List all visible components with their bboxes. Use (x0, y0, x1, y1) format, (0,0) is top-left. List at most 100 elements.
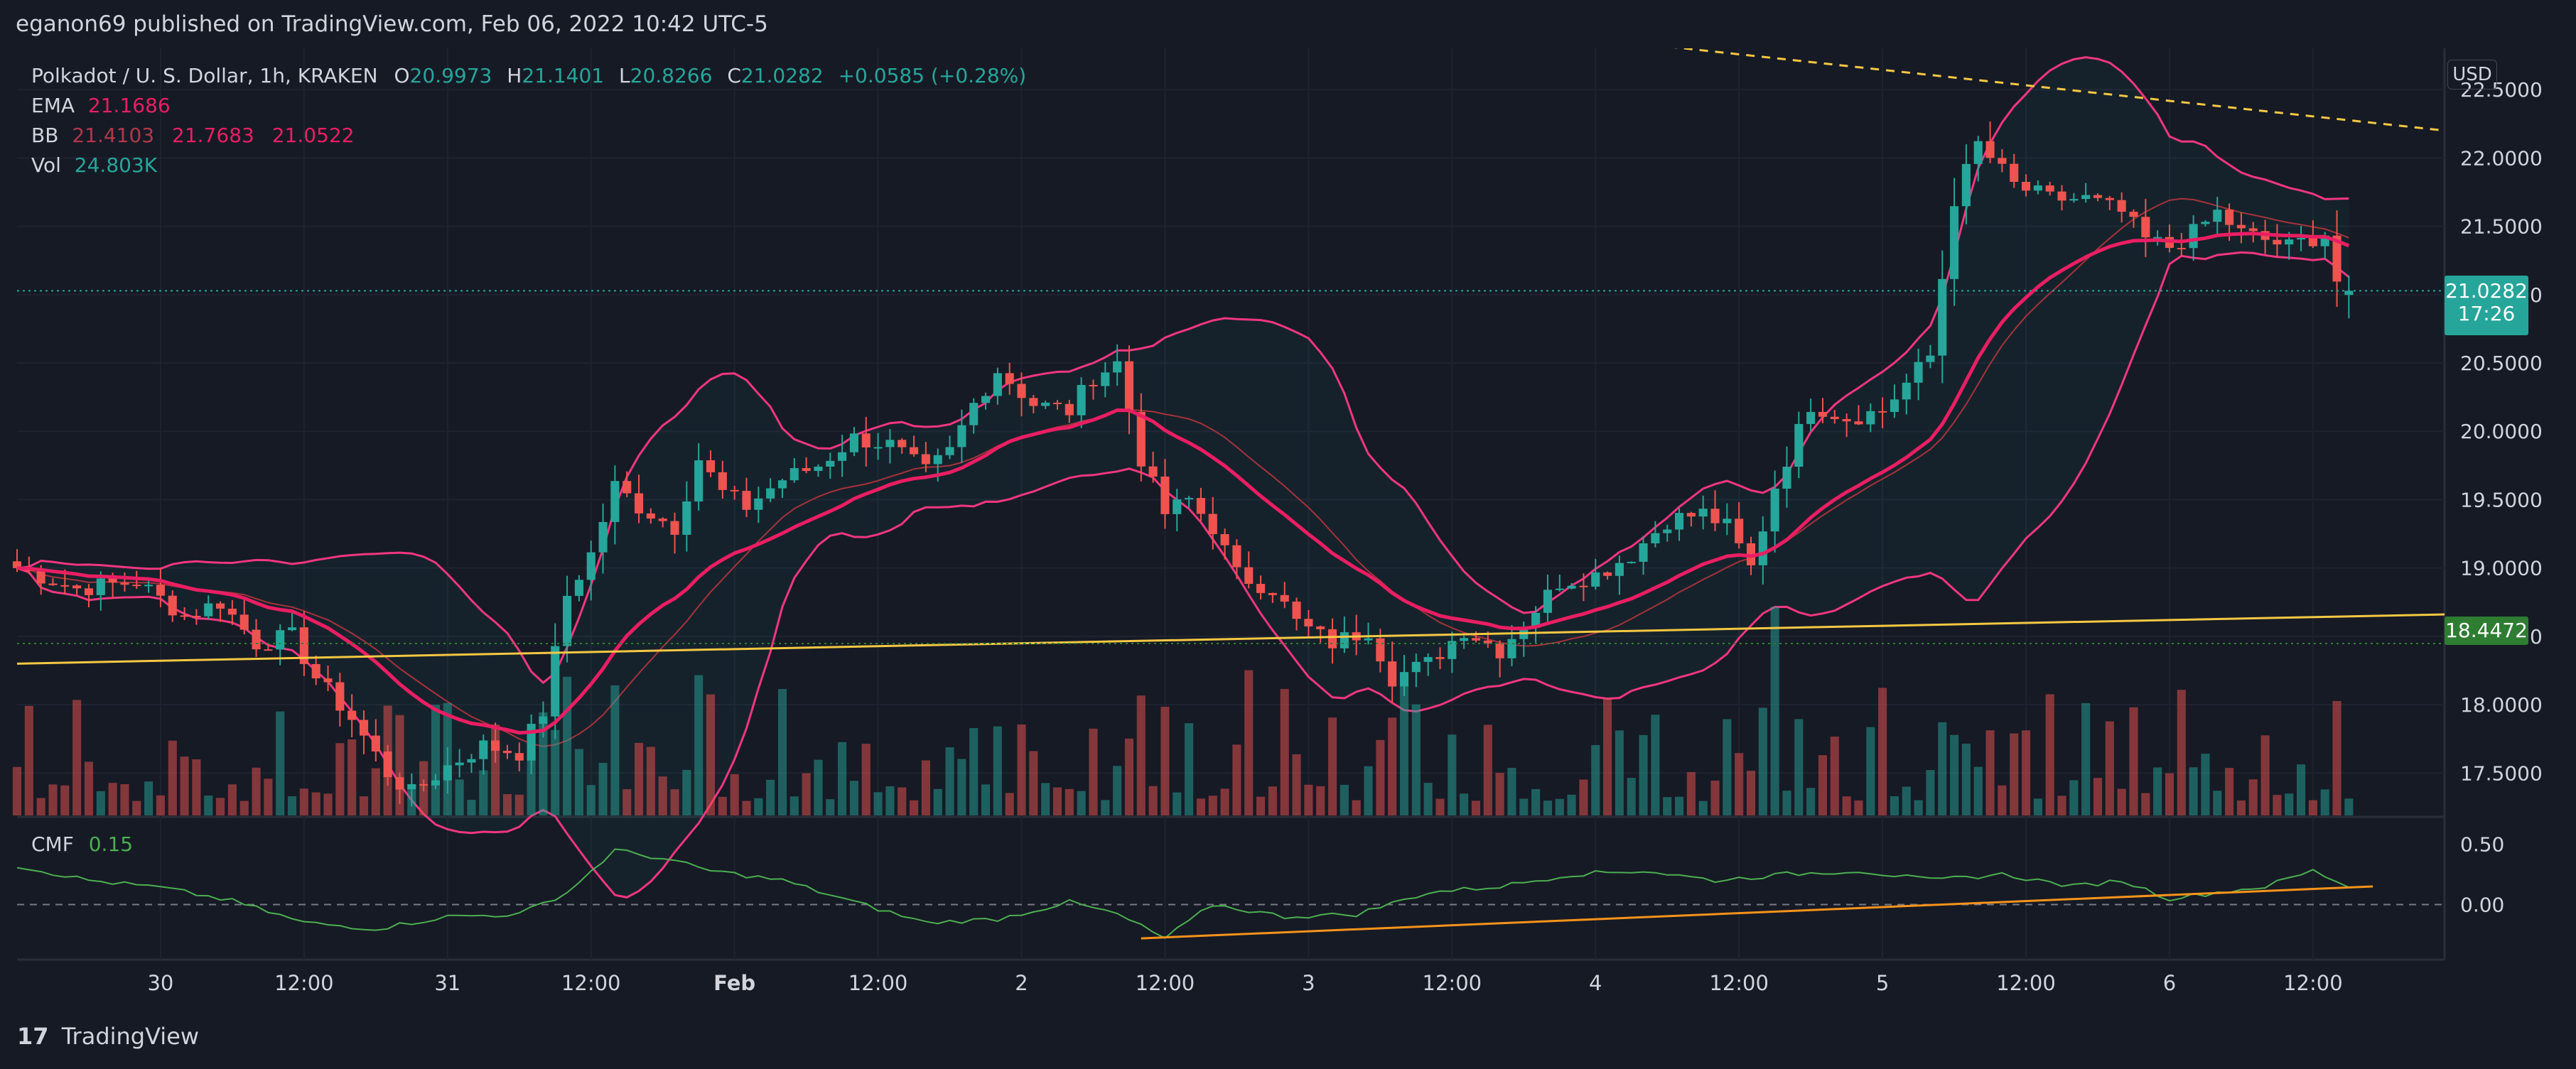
volume-bar (1101, 800, 1110, 815)
price-chart[interactable]: 22.500022.000021.500021.000020.500020.00… (0, 48, 2576, 1023)
candle-body (239, 614, 249, 630)
bollinger-basis-line (16, 197, 2349, 747)
candle-body (2129, 212, 2138, 217)
volume-bar (1961, 743, 1971, 815)
legend-symbol-row: Polkadot / U. S. Dollar, 1h, KRAKEN O20.… (31, 61, 1026, 91)
volume-bar (682, 769, 691, 815)
candle-body (945, 447, 954, 455)
volume-bar (1388, 717, 1397, 815)
bb-label: BB (31, 124, 59, 147)
candle-body (610, 481, 620, 522)
volume-bar (1985, 730, 1995, 815)
candle-body (2332, 235, 2341, 282)
volume-bar (574, 749, 583, 815)
volume-bar (1723, 719, 1732, 815)
cmf-legend[interactable]: CMF 0.15 (31, 832, 133, 856)
volume-bar (1340, 784, 1349, 815)
candle-body (60, 585, 70, 587)
candle-body (1674, 513, 1684, 530)
candle-body (1770, 488, 1779, 532)
candle-body (311, 663, 320, 679)
candle-body (1794, 423, 1804, 467)
legend-vol-row[interactable]: Vol 24.803K (31, 151, 1026, 180)
volume-bar (598, 763, 608, 815)
price-tick-label: 19.0000 (2460, 557, 2543, 580)
candle-body (2213, 210, 2222, 222)
candle-body (598, 521, 608, 553)
candle-body (1878, 411, 1887, 413)
candle-body (1603, 572, 1612, 576)
volume-bar (563, 676, 572, 815)
volume-bar (873, 792, 883, 815)
volume-bar (766, 779, 775, 815)
publish-info: eganon69 published on TradingView.com, F… (16, 11, 768, 37)
chart-legend: Polkadot / U. S. Dollar, 1h, KRAKEN O20.… (31, 61, 1026, 180)
time-tick-label: 12:00 (1996, 971, 2056, 995)
candle-body (1052, 402, 1062, 404)
volume-bar (1770, 607, 1779, 815)
candle-body (276, 630, 285, 650)
volume-bar (1998, 785, 2007, 815)
volume-bar (1507, 768, 1516, 815)
volume-bar (1065, 788, 1074, 815)
volume-bar (1686, 772, 1696, 815)
candle-body (670, 521, 679, 535)
legend-ema-row[interactable]: EMA 21.1686 (31, 91, 1026, 121)
candle-body (443, 765, 452, 781)
volume-bar (2153, 767, 2162, 815)
footer-brand[interactable]: 17 TradingView (17, 1023, 199, 1050)
candle-body (623, 481, 632, 494)
low-value: 20.8266 (630, 64, 713, 87)
volume-bar (204, 796, 213, 815)
volume-bar (264, 778, 273, 815)
volume-bar (323, 793, 333, 815)
candle-body (2093, 195, 2103, 198)
publish-bar: eganon69 published on TradingView.com, F… (0, 0, 2576, 48)
candle-body (885, 440, 895, 447)
volume-bar (1471, 801, 1481, 815)
currency-unit-button[interactable]: USD (2447, 60, 2497, 89)
time-tick-label: 12:00 (1709, 971, 1769, 995)
candle-body (574, 580, 583, 596)
candle-body (1806, 411, 1816, 424)
candle-body (12, 561, 22, 568)
candle-body (1579, 585, 1588, 587)
candle-body (1185, 498, 1194, 500)
close-label: C (727, 64, 741, 87)
legend-bb-row[interactable]: BB 21.4103 21.7683 21.0522 (31, 121, 1026, 151)
symbol-name[interactable]: Polkadot / U. S. Dollar, 1h, KRAKEN (31, 64, 378, 87)
volume-bar (1399, 683, 1409, 815)
volume-bar (610, 685, 620, 815)
candle-body (861, 433, 871, 447)
candle-body (1173, 499, 1182, 514)
candle-body (1782, 467, 1791, 489)
volume-bar (144, 781, 153, 815)
volume-bar (921, 760, 930, 815)
candle-body (36, 570, 45, 584)
volume-bar (2248, 779, 2258, 815)
volume-bar (1854, 800, 1863, 815)
candle-body (1316, 626, 1325, 629)
volume-bar (1268, 786, 1277, 815)
candle-body (777, 480, 787, 489)
cmf-value: 0.15 (88, 832, 134, 856)
close-value: 21.0282 (740, 64, 824, 87)
volume-bar (1483, 725, 1492, 815)
volume-bar (1460, 793, 1469, 815)
candle-body (910, 447, 919, 455)
candle-body (2069, 199, 2079, 201)
volume-bar (1627, 778, 1636, 815)
candle-body (1651, 533, 1660, 543)
candle-body (1890, 399, 1899, 412)
candle-body (1686, 513, 1696, 517)
volume-bar (718, 796, 727, 815)
volume-bar (969, 728, 979, 815)
volume-bar (2093, 778, 2103, 815)
candle-body (1758, 531, 1767, 565)
volume-bar (120, 783, 129, 815)
volume-bar (1316, 786, 1325, 815)
volume-bar (885, 786, 895, 815)
price-tick-label: 21.5000 (2460, 215, 2543, 239)
volume-bar (2285, 793, 2294, 815)
volume-bar (431, 705, 441, 815)
